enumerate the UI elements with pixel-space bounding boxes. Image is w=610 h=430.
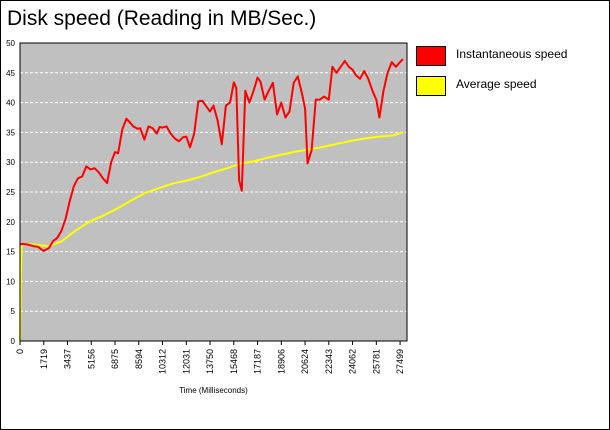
legend-label-average: Average speed [456, 77, 537, 91]
y-tick-label-6: 30 [6, 158, 15, 167]
series-line-average [19, 131, 404, 342]
y-tick-label-10: 50 [6, 39, 15, 48]
x-tick-label-8: 13750 [205, 349, 215, 374]
x-tick-label-0: 0 [15, 349, 25, 354]
legend-swatch-instantaneous [416, 46, 446, 66]
x-tick-label-4: 6875 [110, 349, 120, 369]
x-tick-label-13: 22343 [324, 349, 334, 374]
chart-title: Disk speed (Reading in MB/Sec.) [7, 7, 317, 30]
y-tick-label-9: 45 [6, 69, 15, 78]
plot-border [19, 42, 408, 342]
y-tick-label-2: 10 [6, 277, 15, 286]
y-tick-label-8: 40 [6, 99, 15, 108]
x-tick-label-5: 8594 [134, 349, 144, 369]
x-axis-title: Time (Milliseconds) [179, 386, 248, 395]
legend-swatch-average [416, 76, 446, 96]
legend-label-instantaneous: Instantaneous speed [456, 47, 568, 61]
y-tick-label-0: 0 [11, 337, 16, 346]
x-tick-label-6: 10312 [158, 349, 168, 374]
x-tick-label-11: 18906 [276, 349, 286, 374]
x-tick-label-7: 12031 [181, 349, 191, 374]
y-tick-label-5: 25 [6, 188, 15, 197]
x-tick-label-12: 20624 [300, 349, 310, 374]
x-tick-label-2: 3437 [63, 349, 73, 369]
x-tick-label-14: 24062 [348, 349, 358, 374]
series-line-instantaneous [19, 58, 404, 252]
x-tick-label-3: 5156 [86, 349, 96, 369]
x-tick-label-15: 25781 [371, 349, 381, 374]
x-tick-label-16: 27499 [395, 349, 405, 374]
y-tick-label-3: 15 [6, 248, 15, 257]
plot-area [20, 43, 407, 341]
x-tick-label-10: 17187 [253, 349, 263, 374]
x-tick-label-1: 1719 [39, 349, 49, 369]
y-tick-label-1: 5 [11, 307, 16, 316]
x-tick-label-9: 15468 [229, 349, 239, 374]
y-tick-label-7: 35 [6, 128, 15, 137]
y-tick-label-4: 20 [6, 218, 15, 227]
